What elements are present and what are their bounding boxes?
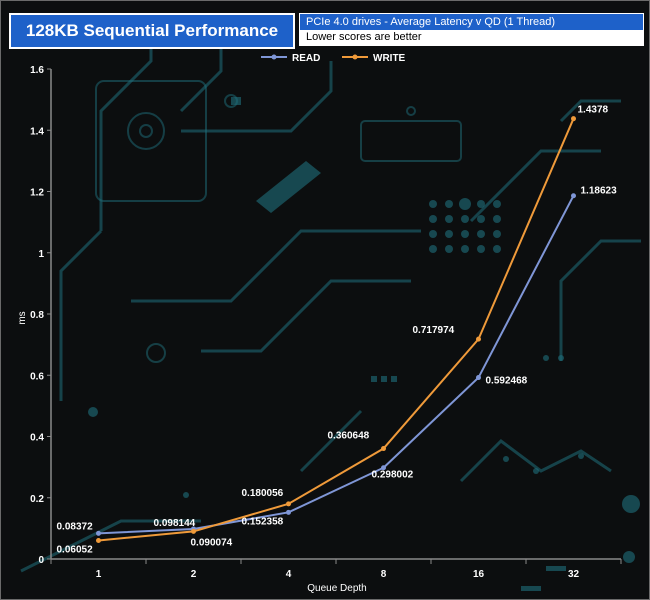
legend-read-marker (271, 54, 277, 60)
data-point-read (96, 530, 101, 536)
data-point-read (381, 465, 386, 471)
data-point-write (571, 116, 576, 122)
y-tick-label: 0.4 (30, 433, 44, 444)
y-tick-label: 0.2 (30, 494, 44, 505)
chart-title: 128KB Sequential Performance (9, 13, 295, 49)
y-axis-title: ms (17, 311, 28, 324)
chart-note: Lower scores are better (300, 30, 643, 45)
y-tick-label: 0.8 (30, 310, 44, 321)
x-axis-title: Queue Depth (307, 583, 367, 594)
legend-write-label: WRITE (373, 53, 406, 64)
legend-write-marker (352, 54, 358, 60)
data-label-read: 1.18623 (581, 186, 618, 197)
subtitle-panel: PCIe 4.0 drives - Average Latency v QD (… (299, 13, 644, 46)
data-point-read (571, 193, 576, 199)
data-label-read: 0.152358 (242, 516, 284, 527)
x-tick-labels: 1 2 4 8 16 32 (50, 559, 622, 580)
y-tick-label: 0 (38, 555, 44, 566)
y-tick-label: 1.6 (30, 65, 44, 76)
data-label-read: 0.298002 (372, 470, 414, 481)
legend-read-label: READ (292, 53, 320, 64)
data-point-read (476, 375, 481, 381)
data-point-write (96, 537, 101, 543)
series-layer: 0.08372 0.098144 0.152358 0.298002 0.592468 1… (57, 105, 618, 556)
x-tick-label: 2 (191, 569, 197, 580)
data-label-read: 0.08372 (57, 521, 94, 532)
y-tick-label: 1.2 (30, 188, 44, 199)
data-label-read: 0.592468 (486, 376, 528, 387)
series-line-read (98, 195, 575, 535)
data-point-read (286, 509, 291, 515)
data-label-write: 1.4378 (578, 105, 609, 116)
data-label-write: 0.360648 (328, 431, 370, 442)
x-tick-label: 8 (381, 569, 387, 580)
data-label-write: 0.180056 (242, 488, 284, 499)
data-label-write: 0.06052 (57, 544, 94, 555)
x-tick-label: 1 (96, 569, 102, 580)
chart-subtitle: PCIe 4.0 drives - Average Latency v QD (… (300, 14, 643, 30)
data-label-write: 0.090074 (191, 537, 233, 548)
data-point-write (381, 446, 386, 452)
data-point-write (191, 528, 196, 534)
x-tick-label: 4 (286, 569, 292, 580)
y-tick-label: 1.4 (30, 126, 44, 137)
data-point-write (476, 336, 481, 342)
y-tick-label: 1 (38, 249, 44, 260)
data-label-write: 0.717974 (413, 325, 455, 336)
y-tick-labels: 0 0.2 0.4 0.6 0.8 1 1.2 1.4 1.6 (30, 65, 51, 566)
series-line-write (98, 118, 575, 542)
legend: READ WRITE (261, 53, 406, 64)
x-tick-label: 16 (473, 569, 485, 580)
x-tick-label: 32 (568, 569, 580, 580)
data-point-write (286, 501, 291, 507)
y-tick-label: 0.6 (30, 371, 44, 382)
data-label-read: 0.098144 (154, 518, 196, 529)
